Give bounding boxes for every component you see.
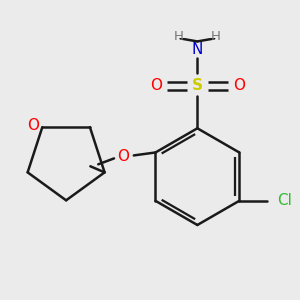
Text: O: O [28,118,40,133]
Text: Cl: Cl [277,193,292,208]
Text: O: O [117,149,129,164]
Text: N: N [192,42,203,57]
Text: O: O [233,78,245,93]
Text: H: H [174,30,184,43]
Text: O: O [150,78,162,93]
Text: H: H [211,30,221,43]
Text: S: S [192,78,203,93]
